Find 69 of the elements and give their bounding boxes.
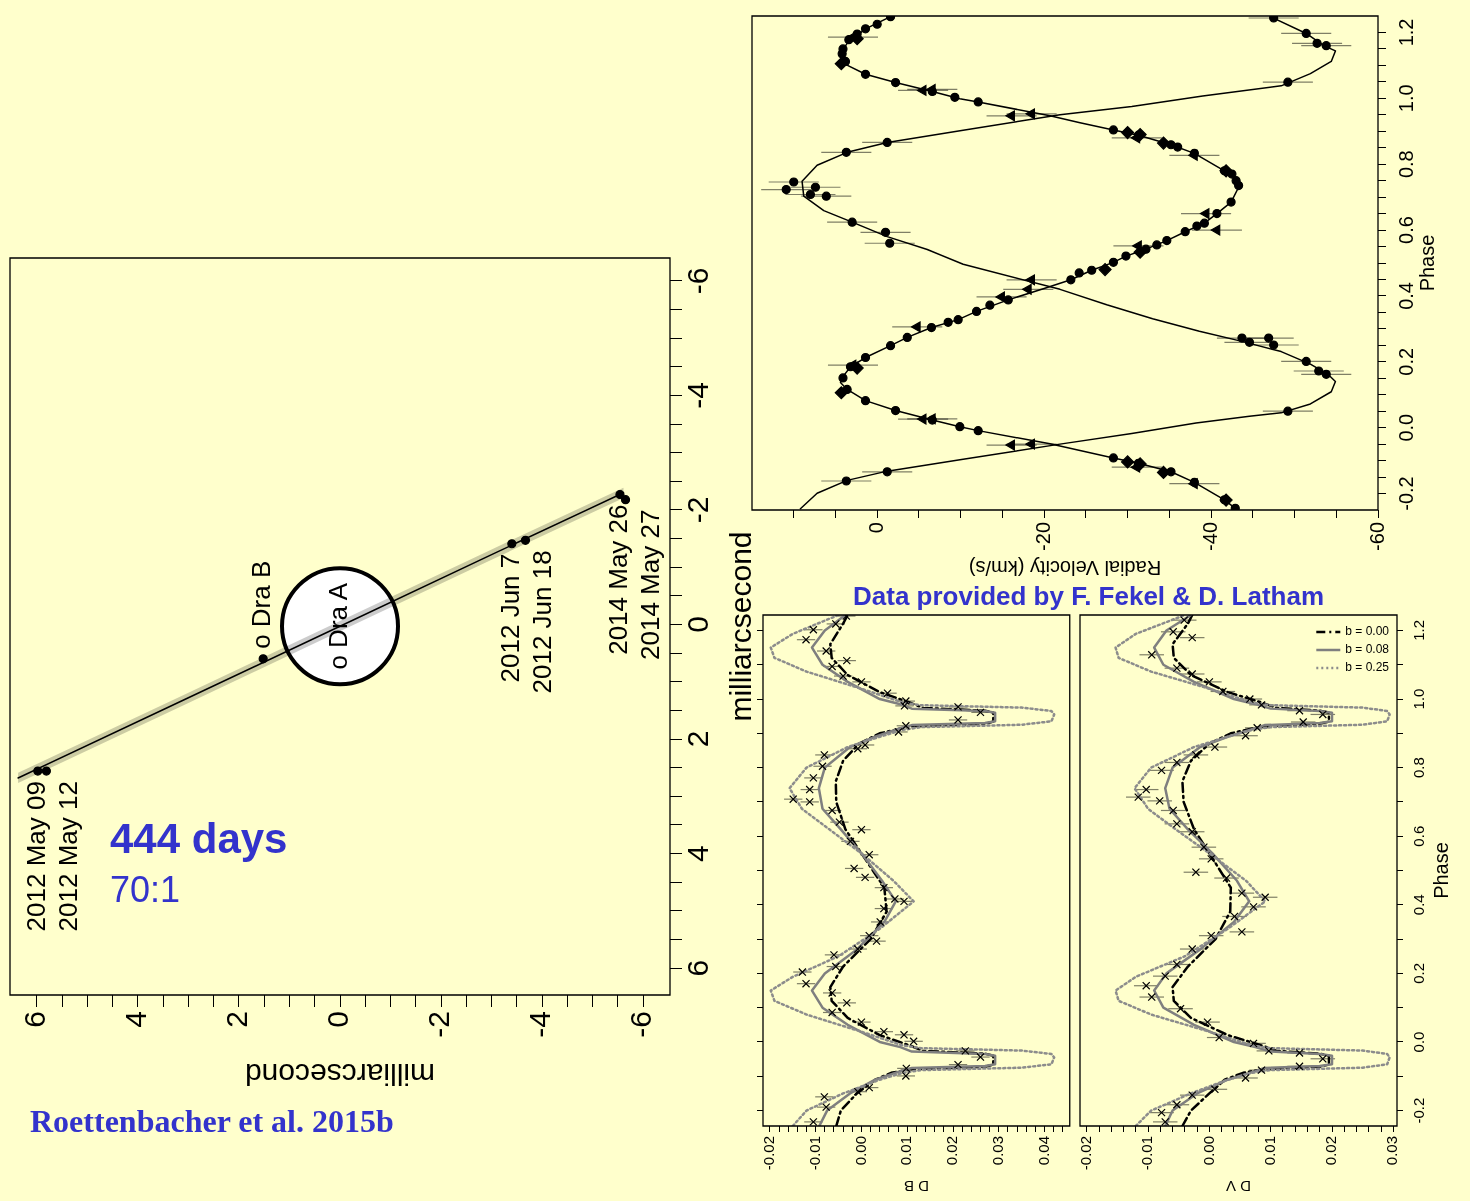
y-axis-title: Phase [1429, 842, 1452, 899]
annotation: 2012 May 12 [53, 781, 84, 932]
x-tick-label: -0.02 [760, 1136, 778, 1171]
x-axis-title: Radial Velocity (km/s) [968, 557, 1162, 580]
y-tick-label: 1.0 [1394, 84, 1417, 113]
y-tick-label: 1.2 [1410, 620, 1428, 641]
legend-label: b = 0.08 [1345, 642, 1390, 657]
series-label: o Dra A [323, 582, 354, 670]
x-tick-label: -60 [1365, 522, 1388, 551]
text: Data provided by F. Fekel & D. Latham [853, 581, 1324, 611]
y-axis-title: milliarcsecond [723, 531, 757, 722]
y-tick-label: 0.4 [1394, 282, 1417, 310]
x-tick-label: -4 [523, 1011, 557, 1038]
y-tick-label: 2 [680, 730, 714, 748]
x-tick-label: 0.02 [1322, 1136, 1340, 1166]
y-tick-label: 0.0 [1394, 413, 1417, 442]
x-axis-title: D B [903, 1178, 929, 1196]
annotation: 2012 Jun 18 [527, 550, 558, 694]
annotation: 70:1 [110, 869, 181, 910]
y-tick-label: 0.4 [1410, 894, 1428, 916]
x-tick-label: -0.01 [1138, 1136, 1156, 1171]
x-tick-label: -0.01 [805, 1136, 823, 1171]
y-tick-label: 6 [680, 959, 714, 977]
y-tick-label: 0.2 [1394, 347, 1417, 376]
x-tick-label: -40 [1198, 522, 1221, 551]
y-tick-label: -0.2 [1410, 1097, 1428, 1124]
y-tick-label: 0.8 [1394, 150, 1417, 179]
x-axis-title: milliarcsecond [244, 1058, 436, 1092]
x-tick-label: 2 [220, 1011, 254, 1028]
y-tick-label: 1.0 [1410, 688, 1428, 710]
y-tick-label: 1.2 [1394, 18, 1417, 47]
y-tick-label: 0 [680, 616, 714, 633]
y-tick-label: -0.2 [1394, 476, 1417, 511]
y-tick-label: 0.6 [1410, 825, 1428, 847]
x-tick-label: 0.02 [943, 1136, 961, 1166]
x-tick-label: -0.02 [1076, 1136, 1094, 1171]
text: Roettenbacher et al. 2015b [30, 1103, 394, 1139]
y-tick-label: -6 [680, 267, 714, 295]
x-tick-label: 0.00 [851, 1136, 869, 1166]
legend-label: b = 0.00 [1345, 624, 1390, 639]
x-tick-label: 0.04 [1034, 1136, 1052, 1166]
annotation: 444 days [110, 815, 288, 862]
text: o Dra B [246, 560, 277, 649]
annotation: 2014 May 27 [635, 509, 666, 660]
x-axis-title: D V [1225, 1178, 1252, 1196]
annotation: 2014 May 26 [603, 504, 634, 655]
y-tick-label: 0.2 [1410, 962, 1428, 984]
annotation: 2012 Jun 7 [494, 553, 525, 683]
x-tick-label: -2 [422, 1011, 456, 1038]
x-tick-label: 4 [119, 1011, 153, 1028]
x-tick-label: 0 [864, 522, 887, 534]
y-tick-label: 0.8 [1410, 757, 1428, 779]
y-tick-label: 0.6 [1394, 216, 1417, 244]
y-tick-label: -2 [680, 496, 714, 524]
x-tick-label: 0.03 [1383, 1136, 1401, 1166]
y-tick-label: 4 [680, 845, 714, 862]
annotation: 2012 May 09 [20, 781, 51, 932]
x-tick-label: 0 [321, 1011, 355, 1028]
y-axis-title: Phase [1415, 234, 1438, 292]
y-tick-label: -4 [680, 382, 714, 409]
x-tick-label: 0.03 [988, 1136, 1006, 1166]
legend-label: b = 0.25 [1345, 660, 1390, 675]
x-tick-label: 6 [18, 1011, 52, 1028]
y-tick-label: 0.0 [1410, 1031, 1428, 1053]
x-tick-label: 0.01 [1260, 1136, 1278, 1166]
x-tick-label: -6 [624, 1011, 658, 1038]
x-tick-label: 0.00 [1199, 1136, 1217, 1166]
x-tick-label: 0.01 [897, 1136, 915, 1166]
x-tick-label: -20 [1031, 522, 1054, 551]
